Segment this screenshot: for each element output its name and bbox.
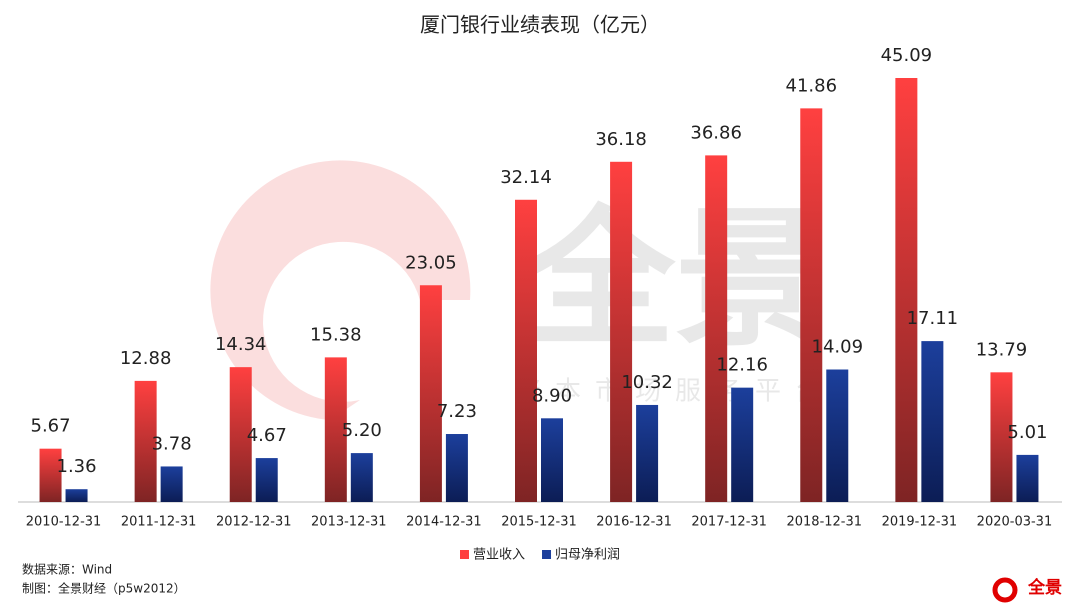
bar	[731, 387, 754, 502]
legend-swatch	[460, 550, 469, 559]
logo-text: 全景	[1027, 577, 1062, 598]
watermark: 全景 资本市场服务平台	[210, 160, 835, 421]
bar	[705, 155, 728, 502]
value-label: 8.90	[532, 385, 572, 406]
value-label: 32.14	[500, 167, 552, 188]
x-tick-label: 2017-12-31	[691, 515, 767, 530]
bar	[229, 367, 252, 502]
bar	[800, 108, 823, 502]
logo: 全景	[992, 577, 1062, 603]
value-label: 14.34	[215, 334, 267, 355]
bar	[895, 78, 918, 502]
value-label: 10.32	[621, 372, 673, 393]
x-tick-label: 2012-12-31	[216, 515, 292, 530]
value-label: 7.23	[437, 401, 477, 422]
value-label: 12.88	[120, 348, 172, 369]
value-label: 45.09	[881, 45, 933, 66]
x-tick-label: 2020-03-31	[977, 515, 1053, 530]
value-label: 17.11	[907, 308, 959, 329]
value-label: 12.16	[716, 355, 768, 376]
legend-label: 归母净利润	[555, 548, 620, 563]
bar	[350, 453, 373, 502]
bar	[134, 380, 157, 502]
bar	[1016, 454, 1039, 502]
value-label: 13.79	[976, 339, 1028, 360]
bar	[324, 357, 347, 502]
bar	[445, 434, 468, 502]
x-tick-label: 2016-12-31	[596, 515, 672, 530]
value-label: 4.67	[247, 425, 287, 446]
source: 数据来源：Wind	[22, 562, 112, 577]
x-tick-label: 2010-12-31	[26, 515, 102, 530]
bar	[921, 341, 944, 502]
x-tick-label: 2013-12-31	[311, 515, 387, 530]
x-tick-label: 2015-12-31	[501, 515, 577, 530]
bar	[826, 369, 849, 502]
value-label: 41.86	[786, 75, 838, 96]
value-label: 5.20	[342, 420, 382, 441]
bar	[255, 458, 278, 502]
value-label: 5.01	[1007, 422, 1047, 443]
bar	[515, 199, 537, 502]
value-label: 5.67	[31, 416, 71, 437]
value-label: 23.05	[405, 252, 457, 273]
bar	[65, 489, 88, 502]
bar	[39, 448, 62, 502]
legend-label: 营业收入	[473, 548, 525, 563]
x-tick-label: 2019-12-31	[882, 515, 958, 530]
bar	[990, 372, 1013, 502]
value-label: 3.78	[152, 433, 192, 454]
bar	[419, 285, 442, 502]
bar	[636, 404, 659, 502]
value-label: 1.36	[57, 456, 97, 477]
watermark-subtitle: 资本市场服务平台	[515, 377, 835, 407]
x-tick-label: 2018-12-31	[786, 515, 862, 530]
x-tick-label: 2014-12-31	[406, 515, 482, 530]
bar	[160, 466, 183, 502]
value-label: 14.09	[812, 337, 864, 358]
watermark-title: 全景	[524, 193, 825, 367]
value-label: 15.38	[310, 324, 362, 345]
watermark-logo	[210, 160, 471, 421]
logo-mark	[992, 577, 1018, 603]
value-label: 36.18	[595, 129, 647, 150]
bar	[610, 161, 633, 502]
credit: 制图：全景财经（p5w2012）	[22, 581, 186, 596]
legend-swatch	[542, 550, 552, 559]
x-tick-label: 2011-12-31	[121, 515, 197, 530]
chart-title: 厦门银行业绩表现（亿元）	[420, 13, 660, 37]
value-label: 36.86	[690, 122, 742, 143]
bar	[541, 418, 563, 502]
